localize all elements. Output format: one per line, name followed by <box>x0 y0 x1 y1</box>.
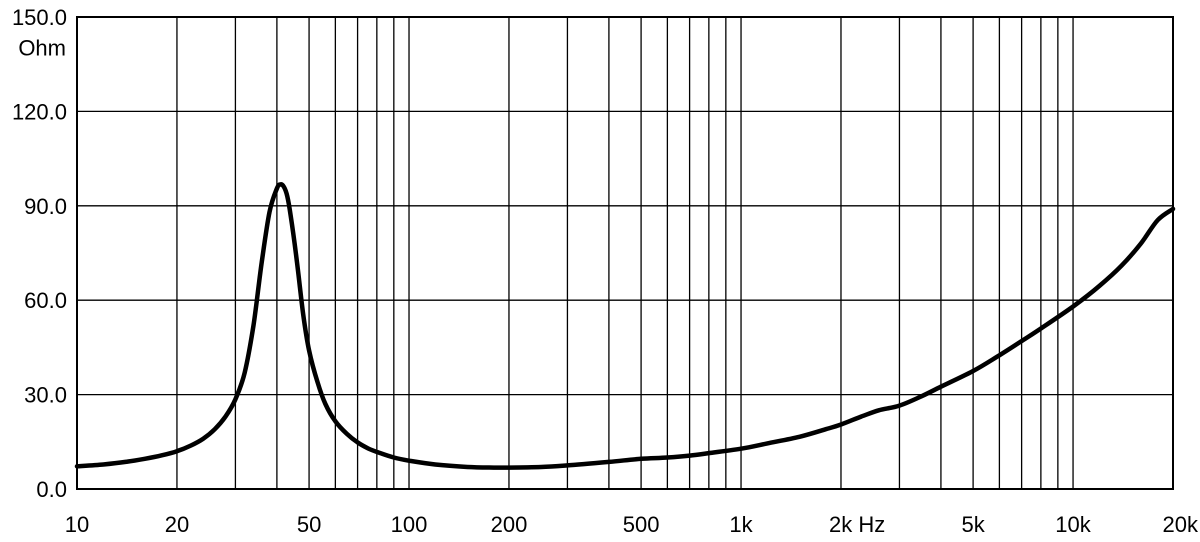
x-tick-label: 200 <box>491 512 528 537</box>
x-tick-label: 20 <box>165 512 189 537</box>
x-tick-label: 2k Hz <box>829 512 885 537</box>
y-unit-label: Ohm <box>18 35 66 60</box>
y-tick-label: 120.0 <box>12 99 67 124</box>
x-tick-label: 5k <box>961 512 985 537</box>
x-tick-label: 10 <box>65 512 89 537</box>
y-tick-label: 60.0 <box>24 288 67 313</box>
x-tick-labels: 10 20 50 100 200 500 1k 2k Hz 5k 10k 20k <box>65 512 1199 537</box>
y-tick-label: 0.0 <box>36 477 67 502</box>
x-tick-label: 1k <box>729 512 753 537</box>
y-tick-label: 150.0 <box>12 5 67 30</box>
y-tick-label: 90.0 <box>24 194 67 219</box>
impedance-curve <box>74 182 1176 470</box>
plot-frame <box>76 16 1174 490</box>
series-layer <box>74 182 1176 470</box>
x-tick-label: 20k <box>1163 512 1199 537</box>
x-tick-label: 500 <box>623 512 660 537</box>
x-tick-label: 100 <box>391 512 428 537</box>
x-tick-label: 10k <box>1055 512 1091 537</box>
y-tick-label: 30.0 <box>24 383 67 408</box>
grid <box>76 16 1174 490</box>
x-tick-label: 50 <box>297 512 321 537</box>
y-tick-labels: 0.0 30.0 60.0 90.0 120.0 150.0 <box>12 5 67 502</box>
